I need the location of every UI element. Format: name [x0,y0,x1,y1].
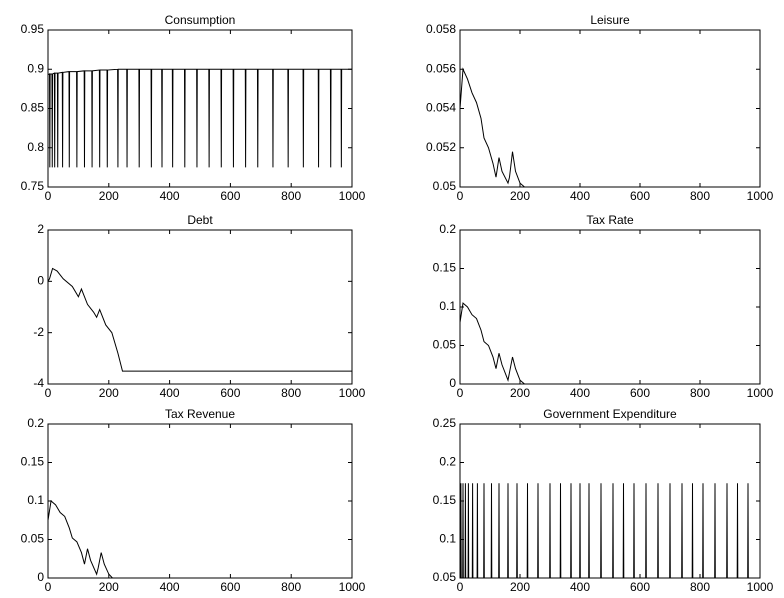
data-line [48,68,352,168]
x-tick-label: 400 [160,189,180,203]
data-line [460,302,525,384]
x-tick-label: 600 [630,580,650,594]
x-tick-label: 200 [99,386,119,400]
y-tick-label: 0.75 [21,179,45,193]
y-tick-label: 0.95 [21,22,45,36]
x-tick-label: 1000 [339,189,366,203]
y-tick-label: -4 [33,376,44,390]
y-tick-label: 0.05 [433,570,457,584]
x-tick-label: 600 [220,189,240,203]
y-tick-label: 0.2 [439,455,456,469]
y-tick-label: 0.15 [433,493,457,507]
x-tick-label: 800 [281,580,301,594]
y-tick-label: 0.058 [426,22,456,36]
y-tick-label: -2 [33,325,44,339]
x-tick-label: 400 [570,580,590,594]
plot-area [460,483,760,578]
data-line [460,67,525,187]
x-tick-label: 200 [99,189,119,203]
x-tick-label: 600 [220,580,240,594]
plot-area [460,67,525,187]
x-tick-label: 0 [457,386,464,400]
subplot-title: Tax Revenue [165,407,235,421]
y-tick-label: 0.056 [426,61,456,75]
x-tick-label: 800 [281,386,301,400]
subplot-title: Consumption [165,13,236,27]
y-tick-label: 0.15 [433,261,457,275]
axes-box [459,229,761,385]
axes-box [47,423,353,579]
subplot-title: Debt [187,213,213,227]
plot-area [48,500,113,578]
y-tick-label: 0.052 [426,140,456,154]
y-tick-label: 0 [37,570,44,584]
y-tick-label: 0.05 [21,532,45,546]
y-tick-label: 0.2 [27,416,44,430]
data-line [48,267,352,372]
y-tick-label: 0.1 [439,299,456,313]
x-tick-label: 600 [630,386,650,400]
x-tick-label: 400 [160,580,180,594]
x-tick-label: 1000 [747,189,774,203]
y-tick-label: 0.25 [433,416,457,430]
x-tick-label: 200 [510,580,530,594]
y-tick-label: 0 [449,376,456,390]
x-tick-label: 200 [99,580,119,594]
axes-box [47,29,353,188]
y-tick-label: 0.8 [27,140,44,154]
y-tick-label: 0.054 [426,101,456,115]
x-tick-label: 200 [510,189,530,203]
y-tick-label: 0 [37,274,44,288]
plot-area [48,68,352,168]
y-tick-label: 0.05 [433,179,457,193]
x-tick-label: 800 [690,386,710,400]
x-tick-label: 200 [510,386,530,400]
x-tick-label: 0 [45,189,52,203]
subplot-title: Government Expenditure [543,407,677,421]
x-tick-label: 0 [457,580,464,594]
axes-box [47,229,353,385]
x-tick-label: 0 [45,580,52,594]
axes-box [459,29,761,188]
x-tick-label: 600 [220,386,240,400]
x-tick-label: 800 [690,189,710,203]
x-tick-label: 1000 [747,580,774,594]
y-tick-label: 0.9 [27,61,44,75]
data-line [460,483,760,578]
x-tick-label: 400 [160,386,180,400]
x-tick-label: 1000 [747,386,774,400]
x-tick-label: 400 [570,386,590,400]
x-tick-label: 600 [630,189,650,203]
axes-box [459,423,761,579]
y-tick-label: 0.85 [21,101,45,115]
data-line [48,500,113,578]
y-tick-label: 0.15 [21,455,45,469]
x-tick-label: 0 [45,386,52,400]
x-tick-label: 800 [690,580,710,594]
subplot-title: Leisure [590,13,630,27]
x-tick-label: 1000 [339,580,366,594]
plot-area [48,267,352,372]
x-tick-label: 1000 [339,386,366,400]
y-tick-label: 0.2 [439,222,456,236]
y-tick-label: 0.1 [439,532,456,546]
plot-area [460,302,525,384]
x-tick-label: 0 [457,189,464,203]
y-tick-label: 2 [37,222,44,236]
y-tick-label: 0.1 [27,493,44,507]
y-tick-label: 0.05 [433,338,457,352]
x-tick-label: 400 [570,189,590,203]
x-tick-label: 800 [281,189,301,203]
subplot-title: Tax Rate [586,213,634,227]
